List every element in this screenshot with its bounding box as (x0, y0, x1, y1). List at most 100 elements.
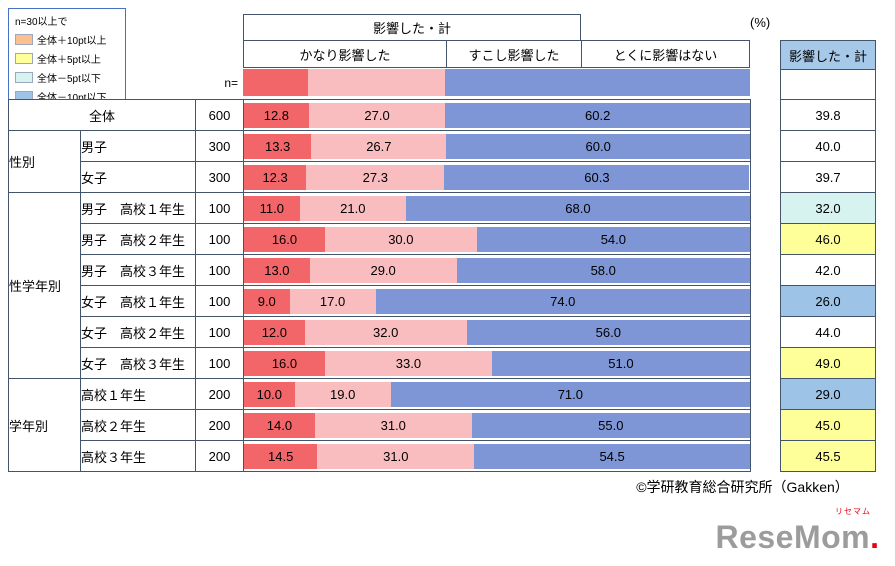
row-label: 男子 高校３年生 (80, 254, 196, 286)
bar-segment: 29.0 (309, 257, 457, 283)
n-value: 200 (195, 409, 244, 441)
bar-segment: 30.0 (324, 226, 477, 252)
bar-value-label: 26.7 (366, 138, 392, 154)
bar-value-label: 13.3 (264, 138, 291, 154)
legend-items: 全体＋10pt以上 全体＋5pt以上 全体－5pt以下 全体－10pt以下 (15, 32, 119, 104)
affected-total-column-header: 影響した・計 (781, 41, 875, 69)
resemom-logo-text: ReseMom (715, 519, 871, 555)
n-value: 300 (195, 130, 244, 162)
bar-cell: 12.3 27.3 60.3 (243, 161, 751, 193)
copyright-text: ©学研教育総合研究所（Gakken） (636, 479, 849, 495)
bar-segment: 11.0 (244, 195, 300, 221)
bar-cell: 12.8 27.0 60.2 (243, 99, 751, 131)
survey-table: 全体 600 12.8 27.0 60.2 性別 男子 300 13.3 26.7 60.0 女子 30… (8, 99, 751, 472)
legend-color-swatch (15, 72, 33, 83)
bar-segment: 60.2 (445, 102, 750, 128)
affected-total-value: 40.0 (781, 130, 875, 161)
stacked-bar: 13.3 26.7 60.0 (244, 133, 750, 159)
affected-total-value: 26.0 (781, 285, 875, 316)
bar-segment: 13.3 (244, 133, 312, 159)
row-label: 女子 高校３年生 (80, 347, 196, 379)
bar-segment: 51.0 (491, 350, 750, 376)
affected-total-value: 45.0 (781, 409, 875, 440)
table-row: 学年別 高校１年生 200 10.0 19.0 71.0 (8, 378, 751, 472)
bar-value-label: 16.0 (271, 231, 298, 247)
header-series-tokuni: とくに影響はない (581, 40, 750, 68)
legend-title: n=30以上で (15, 17, 68, 28)
legend-color-swatch (15, 34, 33, 45)
bar-value-label: 27.0 (364, 107, 390, 123)
affected-total-value: 46.0 (781, 223, 875, 254)
bar-value-label: 16.0 (271, 355, 298, 371)
bar-segment: 13.0 (244, 257, 310, 283)
stacked-bar: 14.0 31.0 55.0 (244, 412, 750, 438)
row-label: 高校２年生 (80, 409, 196, 441)
bar-value-label: 30.0 (388, 231, 414, 247)
header-strip-segment (243, 69, 308, 96)
table-row: 男子 高校３年生 100 13.0 29.0 58.0 (9, 254, 751, 286)
table-row: 女子 高校２年生 100 12.0 32.0 56.0 (9, 316, 751, 348)
table-row: 高校３年生 200 14.5 31.0 54.5 (9, 440, 751, 472)
bar-value-label: 9.0 (257, 293, 276, 309)
bar-value-label: 14.0 (266, 417, 293, 433)
affected-total-column: 影響した・計 39.8 40.0 39.7 32.0 46.0 42.0 26.0 44.0 4… (780, 40, 876, 472)
row-label: 男子 (80, 130, 196, 162)
row-label: 高校３年生 (80, 440, 196, 472)
bar-value-label: 14.5 (268, 448, 294, 464)
row-label: 女子 高校２年生 (80, 316, 196, 348)
bar-value-label: 27.3 (362, 169, 388, 185)
bar-value-label: 12.3 (262, 169, 288, 185)
bar-segment: 32.0 (304, 319, 467, 345)
bar-segment: 17.0 (289, 288, 376, 314)
bar-value-label: 51.0 (608, 355, 634, 371)
bar-value-label: 11.0 (259, 200, 284, 216)
stacked-bar: 10.0 19.0 71.0 (244, 381, 750, 407)
bar-value-label: 60.2 (585, 107, 611, 123)
table-row: 女子 300 12.3 27.3 60.3 (9, 161, 751, 193)
stacked-bar: 12.8 27.0 60.2 (244, 102, 750, 128)
legend-item: 全体＋5pt以上 (15, 51, 119, 66)
bar-segment: 21.0 (299, 195, 406, 221)
group-label: 性学年別 (8, 192, 81, 379)
n-value: 100 (195, 254, 244, 286)
n-value: 600 (195, 99, 244, 131)
bar-segment: 31.0 (314, 412, 472, 438)
affected-total-value: 39.8 (781, 99, 875, 130)
bar-value-label: 56.0 (595, 324, 621, 340)
bar-value-label: 55.0 (598, 417, 624, 433)
bar-value-label: 32.0 (373, 324, 399, 340)
resemom-logo: リセマム ReseMom. (715, 506, 879, 556)
bar-value-label: 71.0 (557, 386, 583, 402)
bar-segment: 33.0 (324, 350, 492, 376)
row-label: 男子 高校１年生 (80, 192, 196, 224)
bar-segment: 12.3 (244, 164, 307, 190)
legend-item-label: 全体＋5pt以上 (37, 55, 101, 66)
legend-box: n=30以上で 全体＋10pt以上 全体＋5pt以上 全体－5pt以下 全体－10pt… (8, 8, 126, 112)
bar-segment: 60.0 (446, 133, 750, 159)
n-value: 100 (195, 192, 244, 224)
bar-value-label: 31.0 (380, 417, 406, 433)
stacked-bar: 9.0 17.0 74.0 (244, 288, 750, 314)
bar-segment: 54.5 (474, 443, 750, 469)
header-affected-total: 影響した・計 (243, 14, 581, 41)
stacked-bar: 12.0 32.0 56.0 (244, 319, 750, 345)
row-label: 女子 高校１年生 (80, 285, 196, 317)
table-row: 全体 600 12.8 27.0 60.2 (8, 99, 751, 131)
n-value: 100 (195, 285, 244, 317)
bar-segment: 56.0 (466, 319, 750, 345)
bar-segment: 19.0 (294, 381, 391, 407)
legend-item: 全体－5pt以下 (15, 70, 119, 85)
bar-segment: 16.0 (244, 226, 325, 252)
bar-value-label: 58.0 (590, 262, 616, 278)
bar-segment: 74.0 (375, 288, 750, 314)
bar-value-label: 60.0 (585, 138, 611, 154)
header-strip-segment (444, 69, 750, 96)
bar-cell: 16.0 30.0 54.0 (243, 223, 751, 255)
group-label: 性別 (8, 130, 81, 193)
row-label: 男子 高校２年生 (80, 223, 196, 255)
n-value: 300 (195, 161, 244, 193)
stacked-bar: 11.0 21.0 68.0 (244, 195, 750, 221)
affected-total-value: 49.0 (781, 347, 875, 378)
bar-value-label: 33.0 (395, 355, 422, 371)
